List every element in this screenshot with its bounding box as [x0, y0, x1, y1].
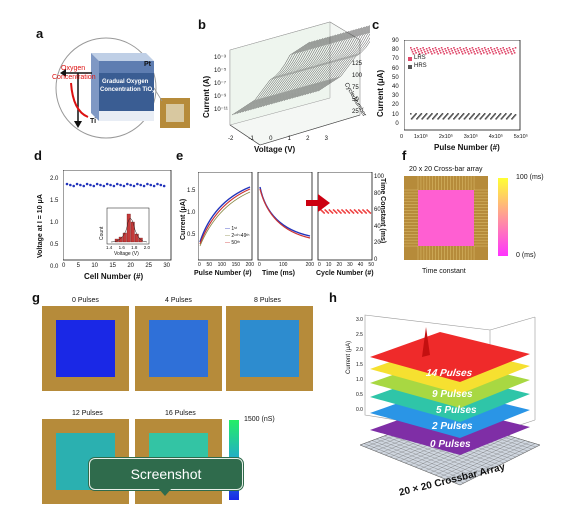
g-map-1 [135, 306, 222, 391]
d-inset-ylabel: Count [99, 226, 105, 240]
c-xlabel: Pulse Number (#) [434, 143, 500, 152]
e-xlabel1: Pulse Number (#) [194, 270, 252, 277]
e-yticks-left: 1.5 1.0 0.5 [187, 188, 196, 238]
g-scale-max: 1500 (nS) [244, 416, 275, 423]
stacked-3d-plot [359, 314, 541, 486]
g-title-4: 16 Pulses [165, 410, 196, 417]
c-xticks: 0 1x10⁵ 2x10⁵ 3x10⁵ 4x10⁵ 5x10⁵ [400, 134, 528, 140]
panel-label-f: f [402, 148, 407, 163]
concentration-label: Concentration [52, 74, 96, 81]
e-xlabel3: Cycle Number (#) [316, 270, 374, 277]
g-map-0 [42, 306, 129, 391]
panel-label-h: h [329, 290, 337, 305]
f-caption: Time constant [422, 268, 466, 275]
d-ylabel: Voltage at I = 10 μA [37, 194, 44, 258]
oxygen-label: Oxygen [61, 65, 86, 72]
g-title-2: 8 Pulses [254, 297, 281, 304]
g-title-1: 4 Pulses [165, 297, 192, 304]
ti-label: Ti [90, 118, 97, 125]
e-xlabel2: Time (ms) [262, 270, 295, 277]
h-layer-5: 5 Pulses [436, 405, 477, 416]
iv-3d-plot [229, 21, 370, 146]
g-map-2 [226, 306, 313, 391]
h-layer-2: 2 Pulses [432, 421, 473, 432]
potentiation-plot [198, 172, 373, 261]
screenshot-tooltip-pointer [158, 488, 172, 496]
e-legend: — 1ˢᵗ — 2ⁿᵈ~49ᵗʰ — 50ᵗʰ [225, 226, 250, 246]
screenshot-tooltip[interactable]: Screenshot [89, 458, 243, 490]
endurance-plot [404, 40, 521, 131]
d-yticks: 2.0 1.5 1.0 0.5 0.0 [50, 176, 59, 270]
e-xticks1: 0 50 100 150 200 [198, 262, 254, 268]
time-constant-map [404, 176, 488, 260]
voltage-plot [63, 170, 172, 261]
d-xlabel: Cell Number (#) [84, 272, 144, 281]
d-inset-xticks: 1.4 1.6 1.8 2.0 [106, 245, 150, 250]
c-ylabel: Current (μA) [376, 69, 385, 117]
d-inset-xlabel: Voltage (V) [114, 251, 139, 257]
b-xticks: -2 -1 0 1 2 3 [228, 136, 328, 142]
f-colorbar [498, 178, 508, 256]
h-zticks: 3.0 2.5 2.0 1.5 1.0 0.5 0.0 [356, 317, 363, 413]
f-scale-max: 100 (ms) [516, 174, 544, 181]
f-title: 20 x 20 Cross-bar array [409, 166, 483, 173]
e-yticks-right: 100 80 60 40 20 0 [374, 174, 385, 263]
panel-label-a: a [36, 26, 44, 41]
c-legend-hrs: HRS [414, 63, 427, 69]
h-zlabel: Current (μA) [346, 340, 352, 374]
b-xlabel: Voltage (V) [254, 145, 296, 154]
gradual-label-2: Concentration TiOx [100, 87, 156, 96]
panel-label-g: g [32, 290, 40, 305]
panel-label-b: b [198, 17, 206, 32]
d-xticks: 0 5 10 15 20 25 30 [62, 263, 170, 269]
panel-label-c: c [372, 17, 380, 32]
g-title-0: 0 Pulses [72, 297, 99, 304]
c-yticks: 90 80 70 60 50 40 30 20 10 0 [392, 38, 399, 127]
b-yticks: 10⁻³ 10⁻⁵ 10⁻⁷ 10⁻⁹ 10⁻¹¹ [214, 55, 228, 113]
g-title-3: 12 Pulses [72, 410, 103, 417]
panel-label-d: d [34, 148, 42, 163]
e-xticks2: 0 100 200 [258, 262, 314, 268]
device-schematic [55, 37, 190, 139]
h-layer-0: 0 Pulses [430, 439, 471, 450]
b-ylabel: Current (A) [202, 75, 211, 118]
h-layer-14: 14 Pulses [425, 368, 473, 379]
h-layer-9: 9 Pulses [432, 389, 473, 400]
pt-label: Pt [144, 61, 151, 68]
e-ylabel-left: Current (μA) [180, 198, 187, 240]
panel-label-e: e [176, 148, 184, 163]
gradual-label-1: Gradual Oxygen [102, 79, 149, 85]
b-zticks: 125 100 75 50 25 [352, 61, 363, 115]
f-scale-min: 0 (ms) [516, 252, 536, 259]
c-legend-lrs: LRS [414, 55, 426, 61]
e-xticks3: 0 10 20 30 40 50 [318, 262, 374, 268]
